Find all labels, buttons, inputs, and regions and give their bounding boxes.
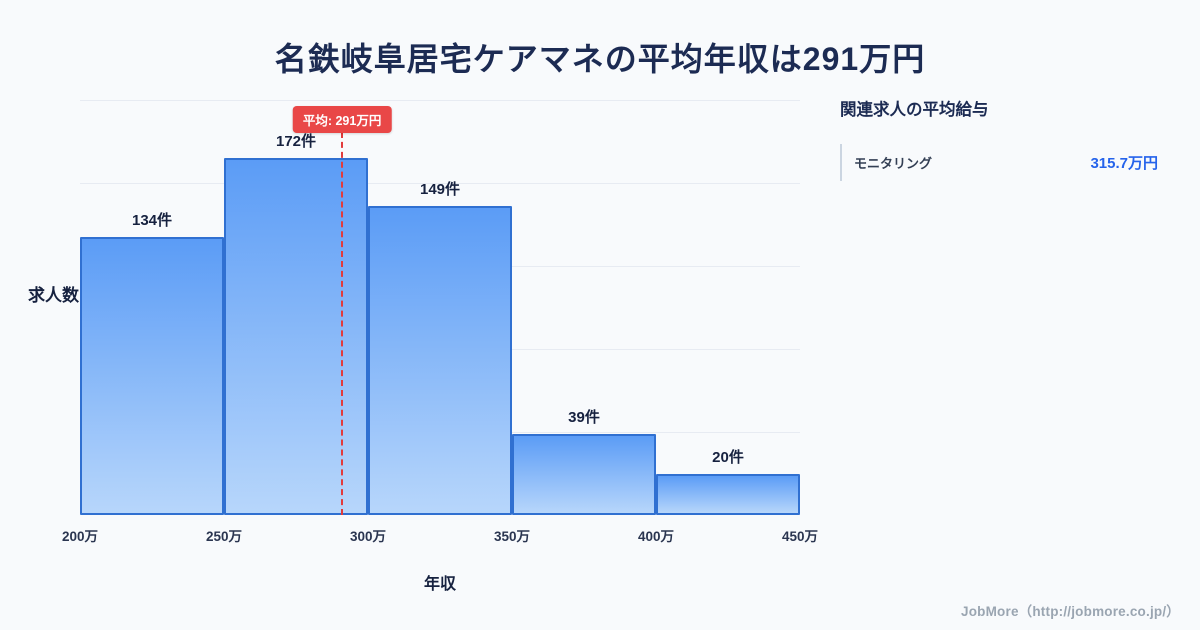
bar-400万-450万 bbox=[656, 473, 800, 515]
bar-250万-300万 bbox=[224, 158, 368, 515]
x-tick-300万: 300万 bbox=[349, 529, 387, 544]
page-title: 名鉄岐阜居宅ケアマネの平均年収は291万円 bbox=[274, 41, 926, 77]
bar-200万-250万 bbox=[80, 236, 224, 515]
bar-value-label: 39件 bbox=[568, 409, 600, 427]
x-tick-450万: 450万 bbox=[781, 529, 819, 544]
x-tick-350万: 350万 bbox=[493, 529, 531, 544]
x-axis-label: 年収 bbox=[423, 576, 456, 593]
bar-350万-400万 bbox=[512, 434, 656, 515]
bar-value-label: 20件 bbox=[712, 448, 744, 466]
related-salary-row: モニタリング 315.7万円 bbox=[840, 144, 1158, 181]
bar-value-label: 134件 bbox=[131, 211, 173, 229]
related-salary-value: 315.7万円 bbox=[1090, 155, 1158, 172]
x-tick-400万: 400万 bbox=[637, 529, 675, 544]
y-axis-label: 求人数 bbox=[28, 286, 79, 305]
average-line bbox=[341, 132, 344, 515]
related-salary-label: モニタリング bbox=[854, 156, 933, 171]
plot-area: 134件 172件 149件 39件 20件 200万 250万 300万 350万 400万 45… bbox=[62, 100, 818, 544]
related-salary-panel: 関連求人の平均給与 モニタリング 315.7万円 bbox=[840, 96, 1158, 181]
gridline bbox=[80, 100, 800, 101]
average-badge: 平均: 291万円 bbox=[292, 106, 392, 133]
bar-300万-350万 bbox=[368, 205, 512, 515]
gridline bbox=[80, 183, 800, 184]
bar-value-label: 172件 bbox=[275, 133, 317, 151]
footer-credit: JobMore（http://jobmore.co.jp/） bbox=[961, 604, 1180, 619]
related-salary-title: 関連求人の平均給与 bbox=[840, 101, 989, 119]
x-tick-250万: 250万 bbox=[205, 529, 243, 544]
bar-value-label: 149件 bbox=[419, 180, 461, 198]
x-tick-200万: 200万 bbox=[61, 529, 99, 544]
